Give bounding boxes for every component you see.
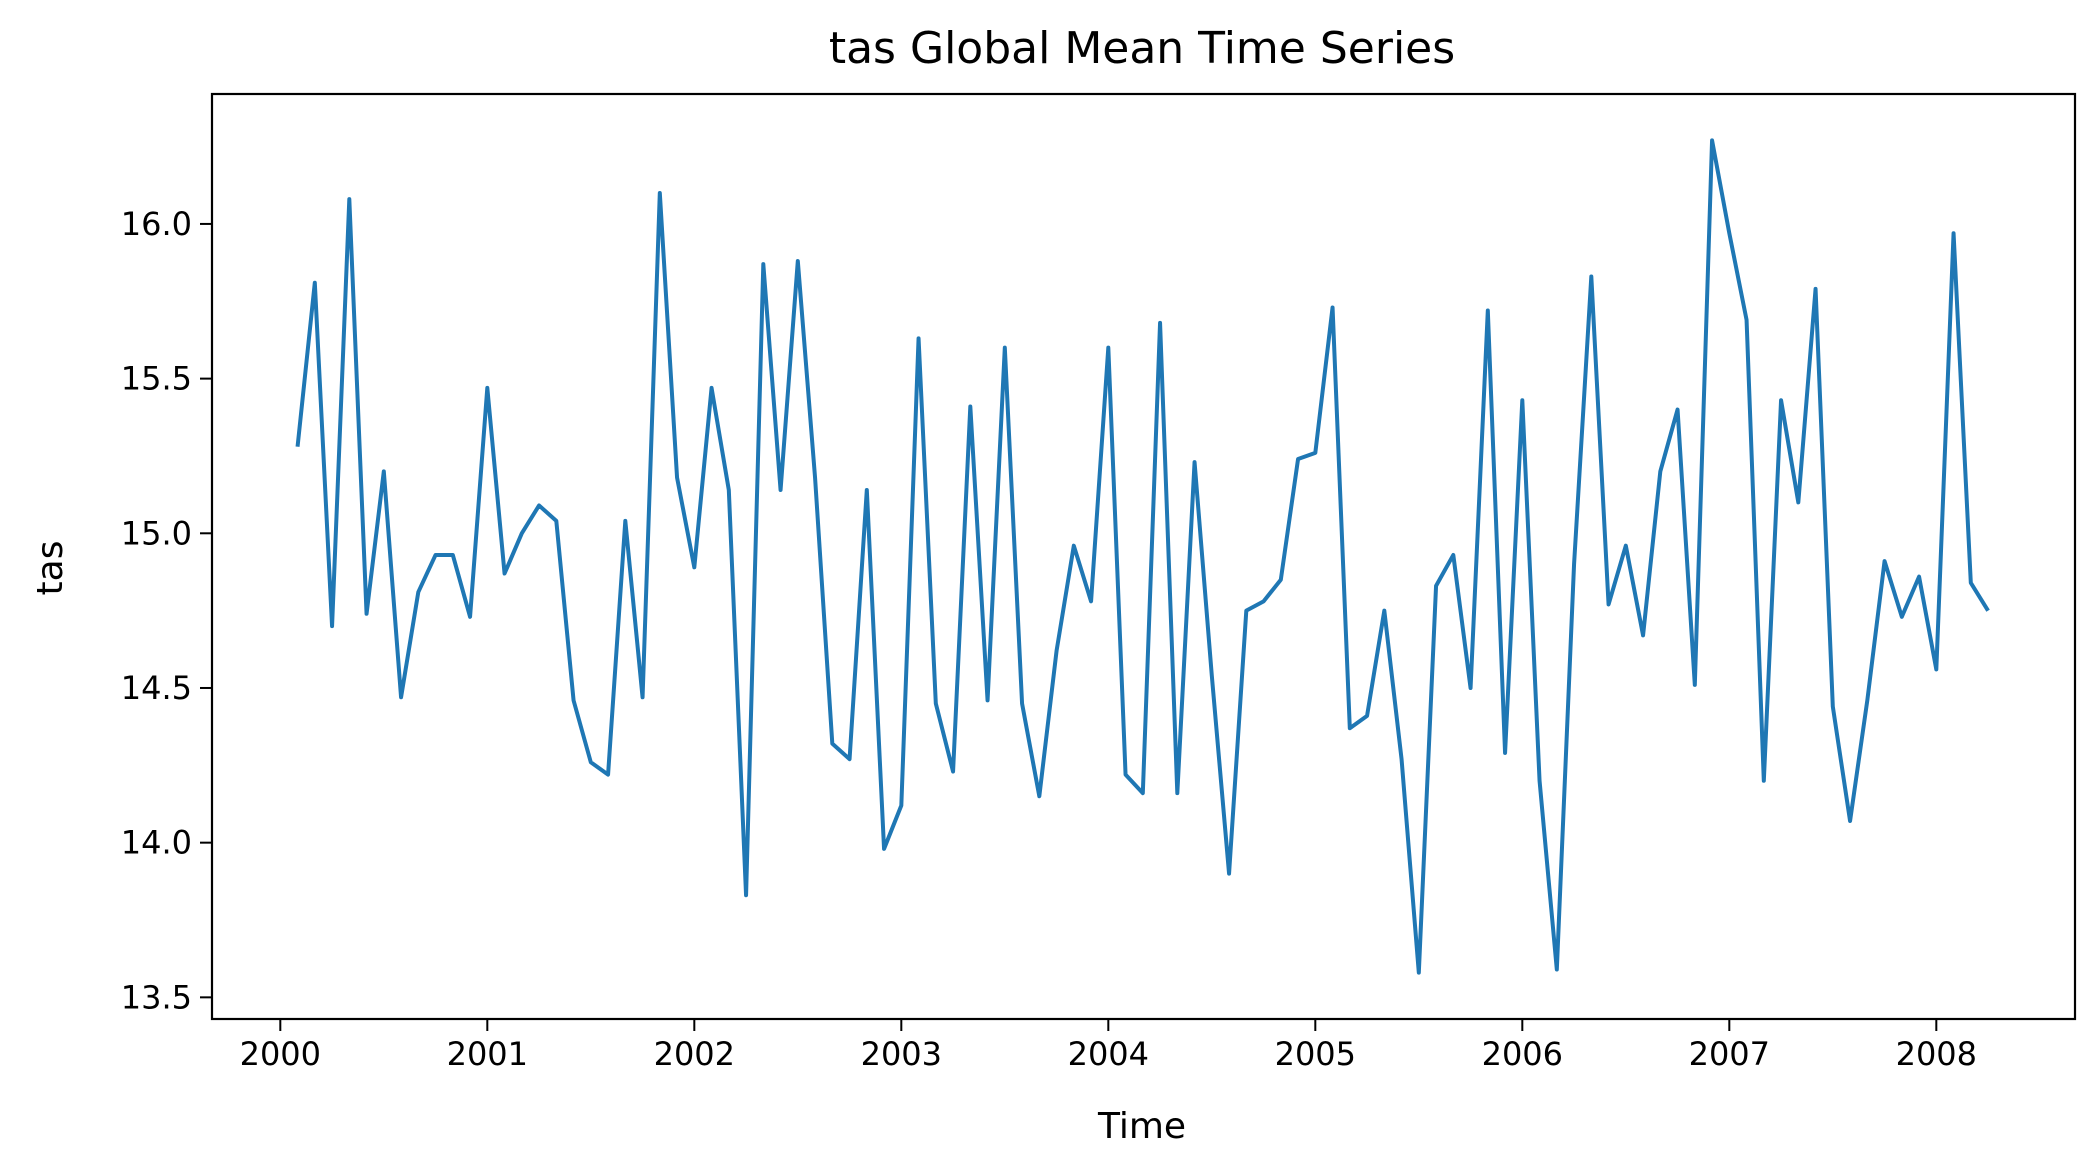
x-tick-label: 2008 (1896, 1035, 1977, 1073)
y-tick-label: 16.0 (121, 205, 192, 243)
x-tick-label: 2005 (1275, 1035, 1356, 1073)
x-tick-label: 2006 (1482, 1035, 1563, 1073)
y-tick-label: 15.5 (121, 360, 192, 398)
series-line-tas (295, 138, 1990, 975)
y-tick-label: 14.5 (121, 669, 192, 707)
y-tick-label: 13.5 (121, 978, 192, 1016)
y-axis: 13.5 14.0 14.5 15.0 15.5 16.0 (121, 205, 212, 1016)
plot-frame (210, 92, 2077, 1021)
x-axis: 2000 2001 2002 2003 2004 2005 2006 2007 2008 (240, 1019, 1977, 1073)
x-tick-label: 2000 (240, 1035, 321, 1073)
x-tick-label: 2003 (861, 1035, 942, 1073)
y-axis-label: tas (30, 541, 71, 596)
y-tick-label: 15.0 (121, 514, 192, 552)
chart-title: tas Global Mean Time Series (829, 23, 1455, 74)
x-tick-label: 2001 (447, 1035, 528, 1073)
y-tick-label: 14.0 (121, 824, 192, 862)
x-tick-label: 2004 (1068, 1035, 1149, 1073)
x-tick-label: 2007 (1689, 1035, 1770, 1073)
x-axis-label: Time (1097, 1106, 1186, 1147)
x-tick-label: 2002 (654, 1035, 735, 1073)
